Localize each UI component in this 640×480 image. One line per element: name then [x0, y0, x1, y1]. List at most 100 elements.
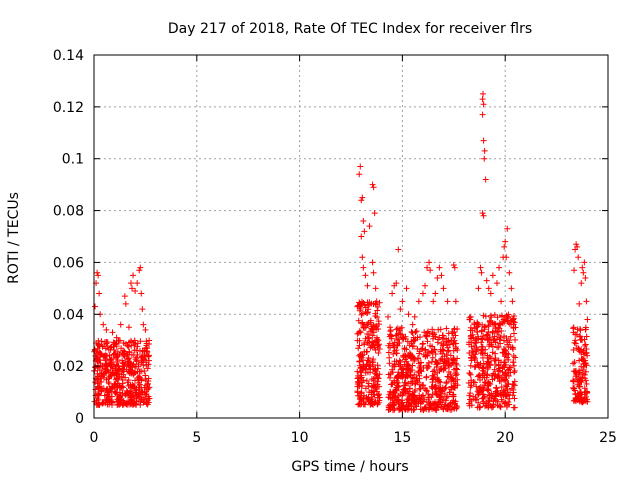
data-point	[103, 326, 110, 333]
data-point	[415, 298, 422, 305]
data-point	[424, 264, 431, 271]
data-point	[359, 298, 366, 305]
data-point	[370, 377, 377, 384]
data-point	[424, 352, 431, 359]
data-point	[474, 328, 481, 335]
data-point	[498, 384, 505, 391]
data-point	[402, 371, 409, 378]
data-point	[362, 401, 369, 408]
data-point	[467, 362, 474, 369]
data-point	[433, 390, 440, 397]
data-point	[444, 406, 451, 413]
data-point	[401, 379, 408, 386]
data-point	[398, 370, 405, 377]
data-point	[579, 357, 586, 364]
data-point	[499, 368, 506, 375]
data-point	[144, 380, 151, 387]
data-point	[391, 363, 398, 370]
data-point	[432, 358, 439, 365]
data-point	[415, 368, 422, 375]
data-point	[511, 369, 518, 376]
data-point	[449, 359, 456, 366]
data-point	[509, 298, 516, 305]
data-point	[453, 371, 460, 378]
data-point	[419, 290, 426, 297]
data-point	[492, 371, 499, 378]
data-point	[387, 327, 394, 334]
data-point	[397, 406, 404, 413]
data-point	[406, 350, 413, 357]
data-point	[395, 246, 402, 253]
data-point	[358, 395, 365, 402]
data-point	[489, 376, 496, 383]
data-point	[506, 401, 513, 408]
data-point	[104, 352, 111, 359]
data-point	[468, 354, 475, 361]
data-point	[508, 285, 515, 292]
data-point	[389, 290, 396, 297]
data-point	[371, 210, 378, 217]
data-point	[374, 336, 381, 343]
data-point	[511, 330, 518, 337]
data-point	[412, 380, 419, 387]
data-point	[481, 326, 488, 333]
data-point	[109, 365, 116, 372]
data-point	[482, 313, 489, 320]
data-point	[109, 329, 116, 336]
data-point	[570, 325, 577, 332]
data-point	[581, 342, 588, 349]
data-point	[108, 401, 115, 408]
data-point	[446, 341, 453, 348]
data-point	[360, 264, 367, 271]
data-point	[444, 393, 451, 400]
data-point	[571, 339, 578, 346]
data-point	[498, 392, 505, 399]
data-point	[419, 341, 426, 348]
y-tick-label: 0.02	[53, 359, 84, 375]
data-point	[486, 380, 493, 387]
data-point	[475, 391, 482, 398]
data-point	[108, 388, 115, 395]
data-point	[445, 330, 452, 337]
data-point	[138, 290, 145, 297]
data-point	[578, 363, 585, 370]
data-point	[472, 340, 479, 347]
data-point	[369, 401, 376, 408]
data-point	[416, 350, 423, 357]
data-point	[470, 334, 477, 341]
data-point	[390, 350, 397, 357]
data-point	[493, 280, 500, 287]
data-point	[469, 347, 476, 354]
data-point	[391, 339, 398, 346]
data-point	[495, 344, 502, 351]
y-axis-label: ROTI / TECUs	[6, 192, 22, 284]
data-point	[486, 394, 493, 401]
data-point	[100, 385, 107, 392]
data-point	[139, 306, 146, 313]
data-point	[98, 338, 105, 345]
data-point	[411, 337, 418, 344]
data-point	[91, 347, 98, 354]
data-point	[454, 347, 461, 354]
data-point	[510, 324, 517, 331]
data-point	[443, 394, 450, 401]
data-point	[374, 374, 381, 381]
y-tick-label: 0.08	[53, 204, 84, 220]
data-point	[572, 373, 579, 380]
data-point	[93, 355, 100, 362]
data-point	[506, 320, 513, 327]
data-point	[360, 364, 367, 371]
data-point	[373, 337, 380, 344]
data-point	[125, 324, 132, 331]
y-tick-label: 0.1	[62, 152, 84, 168]
data-point	[429, 400, 436, 407]
data-point	[582, 393, 589, 400]
data-point	[365, 380, 372, 387]
data-point	[373, 298, 380, 305]
data-point	[98, 378, 105, 385]
data-point	[359, 310, 366, 317]
data-point	[145, 385, 152, 392]
data-point	[397, 405, 404, 412]
data-point	[105, 369, 112, 376]
data-point	[411, 381, 418, 388]
